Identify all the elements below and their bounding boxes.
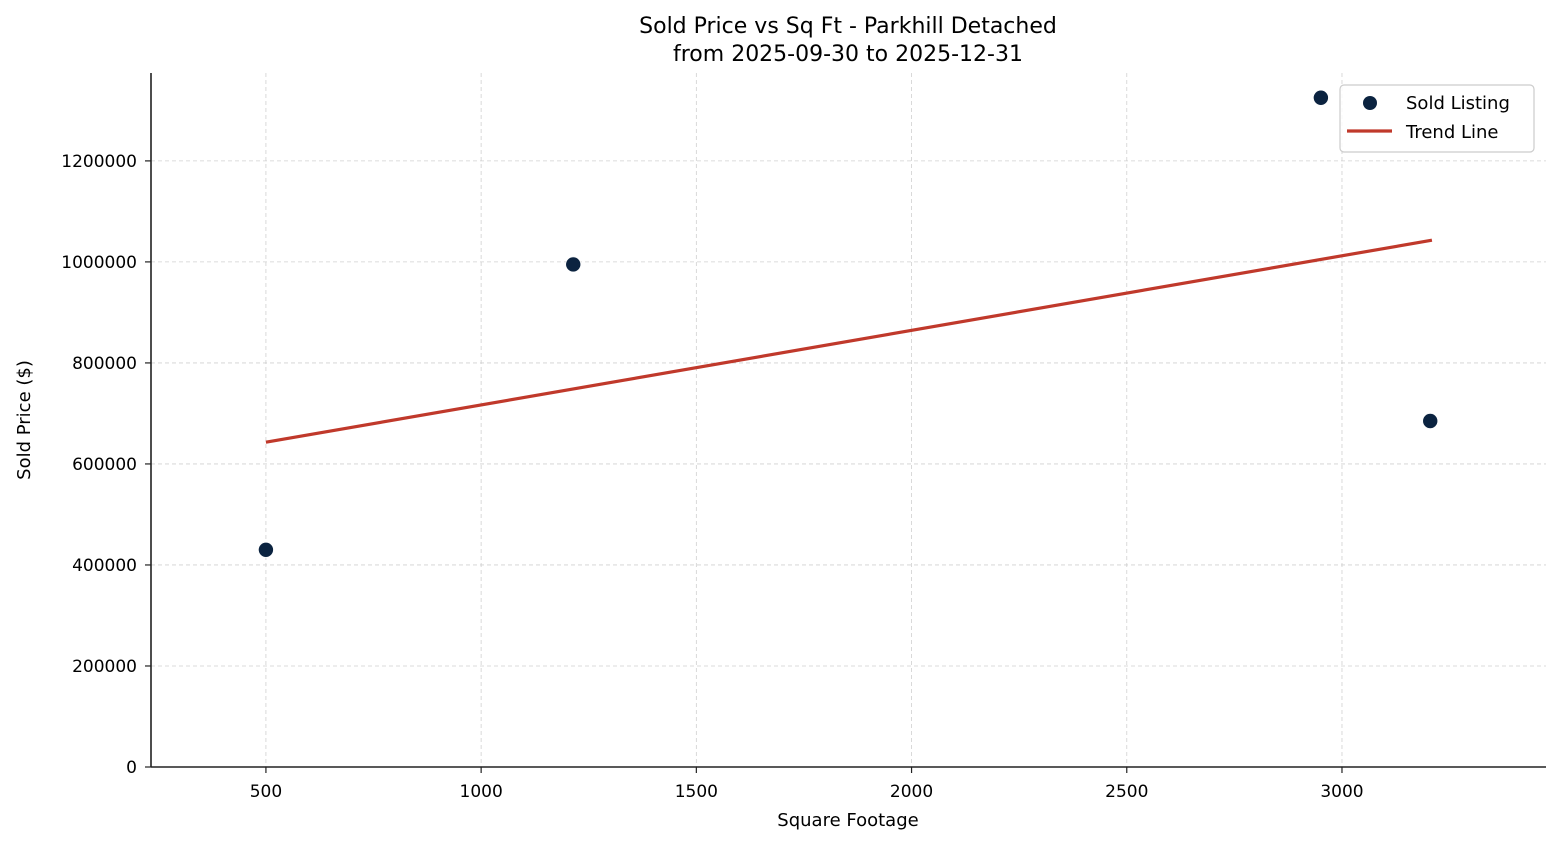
x-tick-label: 2000: [890, 782, 933, 802]
y-tick-label: 1200000: [61, 152, 137, 172]
y-tick-label: 400000: [72, 556, 137, 576]
trend-line-path: [265, 238, 1433, 444]
x-tick-label: 2500: [1105, 782, 1148, 802]
legend-marker-icon: [1363, 96, 1377, 110]
axes: [150, 73, 1546, 768]
data-point: [258, 542, 274, 558]
chart-subtitle: from 2025-09-30 to 2025-12-31: [673, 42, 1023, 67]
y-axis-label: Sold Price ($): [14, 360, 35, 480]
legend: Sold Listing Trend Line: [1339, 84, 1535, 153]
y-tick-label: 800000: [72, 354, 137, 374]
x-tick-label: 500: [250, 782, 282, 802]
y-tick-label: 0: [126, 758, 137, 778]
x-tick-label: 1000: [460, 782, 503, 802]
legend-box: [1339, 84, 1535, 153]
grid-lines: [151, 73, 1546, 767]
y-tick-label: 1000000: [61, 253, 137, 273]
y-tick-label: 200000: [72, 657, 137, 677]
x-tick-label: 1500: [675, 782, 718, 802]
x-tick-label: 3000: [1320, 782, 1363, 802]
data-point: [1313, 89, 1329, 106]
scatter-points: [258, 89, 1439, 558]
data-point: [1422, 413, 1439, 429]
legend-label-sold-listing: Sold Listing: [1406, 93, 1510, 114]
chart-title: Sold Price vs Sq Ft - Parkhill Detached: [639, 14, 1057, 39]
x-axis-ticks: 500 1000 1500 2000 2500 3000: [250, 767, 1364, 802]
legend-label-trend-line: Trend Line: [1405, 122, 1499, 143]
x-axis-label: Square Footage: [777, 810, 918, 831]
y-tick-label: 600000: [72, 455, 137, 475]
y-axis-ticks: 0 200000 400000 600000 800000 1000000 1200000: [61, 152, 151, 778]
trend-line: [265, 238, 1433, 444]
data-point: [565, 256, 582, 273]
